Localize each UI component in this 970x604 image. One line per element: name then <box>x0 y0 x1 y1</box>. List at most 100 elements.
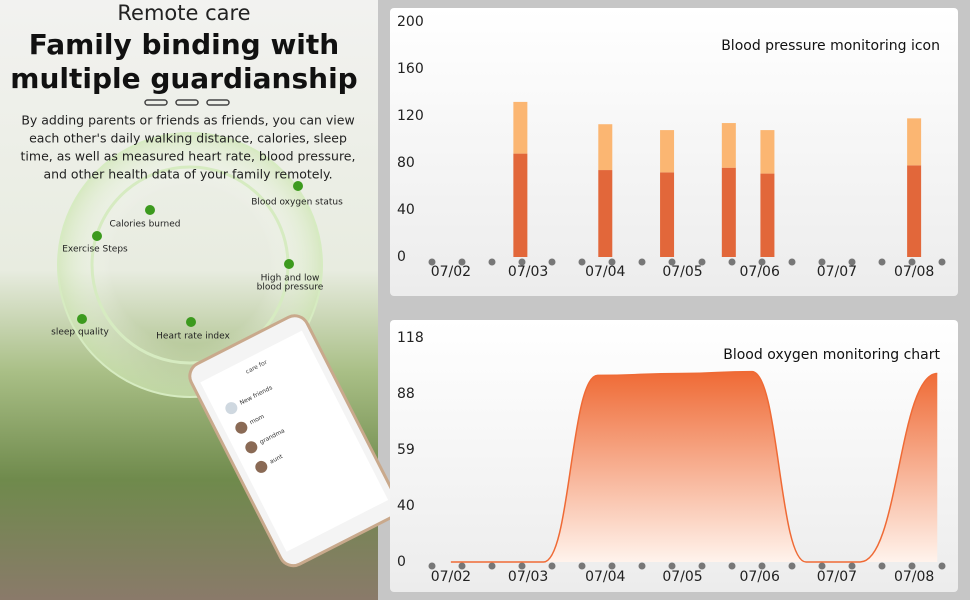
baseline-dot <box>938 258 946 266</box>
y-tick-label: 59 <box>397 442 415 458</box>
ring <box>57 132 323 398</box>
feature-dot <box>284 259 294 269</box>
feature-dot <box>145 205 155 215</box>
bar-segment <box>513 153 528 257</box>
baseline-dot <box>518 562 526 570</box>
baseline-dot <box>458 562 466 570</box>
baseline-dot <box>878 258 886 266</box>
feature-dot <box>77 314 87 324</box>
x-tick-label: 07/05 <box>662 569 702 585</box>
baseline-dot <box>818 258 826 266</box>
baseline-dot <box>638 258 646 266</box>
feature-label: blood pressure <box>257 283 324 293</box>
baseline-dot <box>908 258 916 266</box>
bar-segment <box>907 118 922 166</box>
baseline-dot <box>578 562 586 570</box>
bar-segment <box>760 130 775 174</box>
bar-segment <box>721 123 736 168</box>
bar-segment <box>660 130 675 173</box>
headline: Family binding with <box>29 28 339 61</box>
baseline-dot <box>878 562 886 570</box>
x-tick-label: 07/06 <box>740 264 780 280</box>
y-tick-label: 200 <box>397 14 424 30</box>
baseline-dot <box>938 562 946 570</box>
x-tick-label: 07/04 <box>585 569 625 585</box>
baseline-dot <box>698 258 706 266</box>
baseline-dot <box>608 258 616 266</box>
x-tick-label: 07/06 <box>740 569 780 585</box>
baseline-dot <box>848 562 856 570</box>
x-tick-label: 07/08 <box>894 569 934 585</box>
bar-segment <box>660 172 675 257</box>
x-tick-label: 07/08 <box>894 264 934 280</box>
bar-segment <box>907 165 922 257</box>
avatar <box>225 402 238 415</box>
y-tick-label: 118 <box>397 330 424 346</box>
feature-dot <box>92 231 102 241</box>
baseline-dot <box>488 258 496 266</box>
baseline-dot <box>548 562 556 570</box>
baseline-dot <box>458 258 466 266</box>
baseline-dot <box>698 562 706 570</box>
y-tick-label: 88 <box>397 386 415 402</box>
baseline-dot <box>428 562 436 570</box>
baseline-dot <box>788 258 796 266</box>
bar-segment <box>721 167 736 257</box>
phone <box>188 314 400 568</box>
body-text: each other's daily walking distance, cal… <box>29 131 347 146</box>
baseline-dot <box>638 562 646 570</box>
headline: multiple guardianship <box>10 62 357 95</box>
y-tick-label: 40 <box>397 498 415 514</box>
area <box>450 371 938 562</box>
body-text: time, as well as measured heart rate, bl… <box>21 149 356 164</box>
bar-segment <box>598 124 613 171</box>
x-tick-label: 07/03 <box>508 264 548 280</box>
baseline-dot <box>758 258 766 266</box>
x-tick-label: 07/07 <box>817 264 857 280</box>
baseline-dot <box>848 258 856 266</box>
feature-label: Calories burned <box>109 220 180 230</box>
dashes <box>144 99 230 106</box>
feature-label: Heart rate index <box>156 332 230 342</box>
y-tick-label: 160 <box>397 61 424 77</box>
avatar <box>255 460 268 473</box>
baseline-dot <box>548 258 556 266</box>
y-tick-label: 120 <box>397 108 424 124</box>
avatar <box>245 441 258 454</box>
area-line <box>450 370 938 563</box>
x-tick-label: 07/04 <box>585 264 625 280</box>
feature-label: Exercise Steps <box>62 245 128 255</box>
baseline-dot <box>578 258 586 266</box>
chart-title: Blood pressure monitoring icon <box>721 38 940 54</box>
baseline-dot <box>818 562 826 570</box>
x-tick-label: 07/05 <box>662 264 702 280</box>
y-tick-label: 80 <box>397 155 415 171</box>
x-tick-label: 07/07 <box>817 569 857 585</box>
x-tick-label: 07/03 <box>508 569 548 585</box>
baseline-dot <box>668 258 676 266</box>
baseline-dot <box>758 562 766 570</box>
y-tick-label: 0 <box>397 249 406 265</box>
baseline-dot <box>908 562 916 570</box>
feature-label: Blood oxygen status <box>251 198 343 208</box>
bar-segment <box>598 170 613 257</box>
feature-label: High and low <box>261 274 320 284</box>
baseline-dot <box>728 562 736 570</box>
y-tick-label: 0 <box>397 554 406 570</box>
feature-dot <box>293 181 303 191</box>
baseline-dot <box>518 258 526 266</box>
baseline-dot <box>608 562 616 570</box>
y-tick-label: 40 <box>397 202 415 218</box>
baseline-dot <box>488 562 496 570</box>
x-tick-label: 07/02 <box>431 264 471 280</box>
baseline-dot <box>428 258 436 266</box>
x-tick-label: 07/02 <box>431 569 471 585</box>
kicker: Remote care <box>117 1 250 25</box>
chart-title: Blood oxygen monitoring chart <box>723 347 940 363</box>
bar-segment <box>513 101 528 154</box>
feature-label: sleep quality <box>51 328 109 338</box>
feature-dot <box>186 317 196 327</box>
avatar <box>235 421 248 434</box>
body-text: and other health data of your family rem… <box>43 167 332 182</box>
